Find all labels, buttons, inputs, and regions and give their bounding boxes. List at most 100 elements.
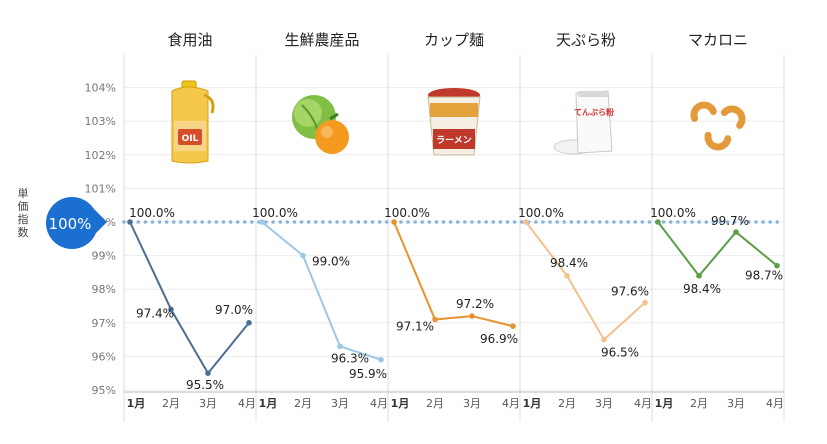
cup-noodle-icon: ラーメン [427, 88, 481, 156]
data-point [469, 313, 475, 319]
series-line [129, 221, 250, 375]
y-tick-label: 96% [92, 350, 116, 363]
series-line [393, 221, 514, 328]
data-label: 98.7% [745, 269, 783, 283]
x-tick-label: 2月 [162, 397, 180, 410]
data-label: 97.6% [611, 285, 649, 299]
y-tick-label: 104% [85, 82, 116, 95]
x-tick-label: 1月 [391, 397, 410, 410]
data-label: 96.3% [331, 351, 369, 365]
x-tick-label: 4月 [238, 397, 256, 410]
y-tick-label: 95% [92, 384, 116, 397]
data-point [510, 323, 516, 329]
vegetables-icon [292, 95, 349, 154]
macaroni-piece [704, 131, 732, 151]
data-point [246, 320, 252, 326]
macaroni-piece [690, 101, 717, 122]
x-tick-label: 1月 [523, 397, 542, 410]
bottle-label-band [178, 129, 202, 145]
reference-bubble: 100% [46, 197, 107, 249]
data-point [432, 316, 438, 323]
data-point [205, 370, 211, 377]
data-point [337, 343, 343, 350]
x-tick-label: 3月 [199, 397, 217, 410]
data-label: 99.0% [312, 255, 350, 269]
data-point [168, 306, 174, 313]
data-label: 100.0% [129, 206, 175, 220]
data-point [300, 252, 306, 259]
category-title: 生鮮農産品 [284, 31, 359, 49]
data-point [696, 272, 702, 279]
y-tick-label: 101% [85, 182, 116, 195]
data-label: 95.9% [349, 367, 387, 381]
y-tick-label: 98% [92, 283, 116, 296]
data-label: 96.5% [601, 346, 639, 360]
flour-bag-text: てんぷら粉 [574, 107, 614, 117]
data-label: 97.1% [396, 319, 434, 333]
x-tick-label: 2月 [690, 397, 708, 410]
x-tick-label: 2月 [558, 397, 576, 410]
data-label: 97.0% [215, 303, 253, 317]
data-label: 96.9% [480, 332, 518, 346]
data-point [259, 219, 265, 225]
flour-bag [575, 90, 613, 154]
y-tick-label: 97% [92, 317, 116, 330]
panel: カップ麺 1月 2月 3月 4月 100.0% 97.1% 97.2% 96.9% ラーメン [384, 31, 520, 410]
macaroni-shape [704, 131, 732, 151]
cup-band [430, 103, 478, 117]
orange-leaf [329, 112, 339, 121]
x-tick-label: 1月 [655, 397, 674, 410]
y-tick-label: 103% [85, 115, 116, 128]
bottle-handle [203, 93, 215, 114]
flour-bag-icon: てんぷら粉 [553, 90, 614, 155]
x-tick-label: 4月 [370, 397, 388, 410]
data-point [378, 356, 384, 363]
data-label: 100.0% [650, 206, 696, 220]
macaroni-icon [690, 101, 746, 151]
data-label: 98.4% [683, 282, 721, 296]
panel: 食用油 1月 2月 3月 4月 100.0% 97.4% 95.5% 97.0% OIL [127, 31, 256, 410]
data-point [127, 219, 133, 225]
macaroni-piece [720, 105, 746, 129]
x-tick-label: 3月 [595, 397, 613, 410]
x-tick-label: 1月 [127, 397, 146, 410]
data-label: 99.7% [711, 214, 749, 228]
y-axis-label-char: 価 [18, 200, 29, 213]
category-title: 天ぷら粉 [556, 31, 616, 49]
y-tick-label: 99% [92, 250, 116, 263]
cup-text: ラーメン [436, 135, 472, 146]
x-tick-label: 4月 [634, 397, 652, 410]
series-line [261, 221, 382, 361]
y-tick-label: 102% [85, 149, 116, 162]
flour-bag-top [578, 91, 608, 97]
cup-stripe [433, 129, 475, 149]
macaroni-shape [720, 105, 746, 129]
y-axis-label-char: 指 [18, 212, 29, 226]
series-line [657, 221, 778, 278]
x-tick-label: 3月 [331, 397, 349, 410]
panel: 天ぷら粉 1月 2月 3月 4月 100.0% 98.4% 96.5% 97.6% てんぷら粉 [518, 31, 652, 410]
category-title: マカロニ [688, 31, 748, 49]
macaroni-shape [690, 101, 717, 122]
x-tick-label: 3月 [727, 397, 745, 410]
y-axis-label-char: 単 [18, 186, 29, 200]
y-axis-label-char: 数 [18, 226, 29, 239]
x-tick-label: 4月 [766, 397, 784, 410]
x-tick-label: 3月 [463, 397, 481, 410]
orange-highlight [321, 126, 333, 138]
x-tick-label: 2月 [294, 397, 312, 410]
bottle-label-text: OIL [182, 134, 199, 144]
reference-bubble-circle [46, 197, 98, 249]
data-label: 95.5% [186, 378, 224, 392]
data-label: 100.0% [252, 206, 298, 220]
panel: 生鮮農産品 1月 2月 3月 4月 100.0% 99.0% 96.3% 95.9% [252, 31, 388, 410]
data-point [391, 219, 397, 225]
reference-bubble-label: 100% [49, 215, 92, 233]
data-label: 98.4% [550, 256, 588, 270]
orange [315, 120, 349, 154]
series-line [525, 221, 646, 342]
data-point [564, 272, 570, 279]
data-label: 100.0% [518, 206, 564, 220]
